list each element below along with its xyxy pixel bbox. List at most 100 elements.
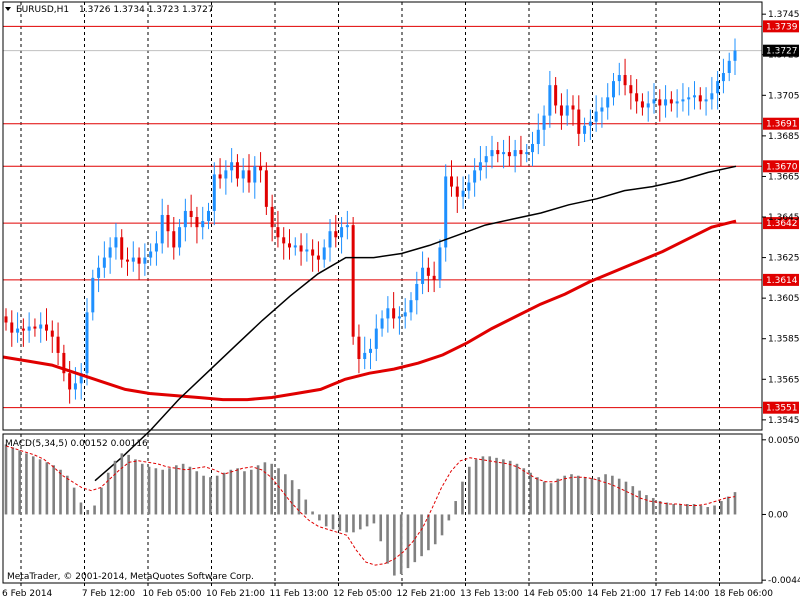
macd-bar xyxy=(222,472,226,515)
macd-bar xyxy=(583,477,587,515)
price-level-tag xyxy=(763,217,799,230)
candle-body xyxy=(496,150,500,155)
macd-bar xyxy=(181,463,185,515)
candle-body xyxy=(230,162,234,171)
macd-bar xyxy=(243,471,246,515)
macd-bar xyxy=(45,462,49,515)
candle-body xyxy=(68,373,72,390)
candle-body xyxy=(646,103,650,108)
macd-bar xyxy=(140,463,144,515)
candle-body xyxy=(259,166,263,171)
candle-body xyxy=(189,210,193,218)
macd-bar xyxy=(679,504,682,515)
candle-body xyxy=(461,190,465,197)
candle-body xyxy=(507,152,511,157)
horizontal-levels[interactable]: 1.3739 1.3691 1.3670 1.3642 1.3614 1.3551 1.37… xyxy=(3,20,799,414)
macd-bar xyxy=(386,514,389,564)
candle-body xyxy=(299,245,303,252)
candle-body xyxy=(698,95,702,102)
candle-body xyxy=(565,105,569,116)
candle-body xyxy=(450,176,453,187)
x-tick-label: 14 Feb 21:00 xyxy=(587,589,646,599)
candle-body xyxy=(10,322,14,333)
macd-bar xyxy=(433,514,437,545)
candle-body xyxy=(693,95,696,98)
candle-body xyxy=(172,231,176,248)
candle-body xyxy=(183,210,187,228)
candle-body xyxy=(73,383,77,390)
macd-bar xyxy=(488,456,492,515)
candle-body xyxy=(571,105,575,110)
candle-body xyxy=(704,99,708,102)
macd-window-frame xyxy=(2,433,763,584)
slow-moving-average xyxy=(2,219,737,402)
macd-bar xyxy=(536,477,539,515)
candle-body xyxy=(519,150,523,155)
candle-body xyxy=(131,257,135,262)
y-tick-label: 1.3545 xyxy=(768,416,800,426)
candle-body xyxy=(33,326,37,329)
macd-bar xyxy=(304,499,308,515)
candle-body xyxy=(241,170,245,179)
candle-body xyxy=(612,81,615,98)
macd-bar xyxy=(38,459,42,515)
macd-bar xyxy=(467,466,471,515)
candle-body xyxy=(316,255,320,260)
macd-bar xyxy=(79,502,83,515)
chart-ohlc: 1.3726 1.3734 1.3723 1.3727 xyxy=(79,5,214,15)
price-level-label: 1.3670 xyxy=(766,162,798,172)
price-level-label: 1.3551 xyxy=(766,404,798,414)
macd-bar xyxy=(4,444,8,515)
candle-body xyxy=(409,300,413,313)
candle-body xyxy=(536,129,540,144)
price-level-tag xyxy=(763,401,799,414)
macd-bar xyxy=(699,505,703,515)
main-window-frame xyxy=(2,1,763,431)
candle-body xyxy=(21,328,25,331)
macd-bar xyxy=(706,507,710,515)
candle-body xyxy=(363,352,367,360)
macd-bar xyxy=(93,505,96,515)
triangle-down-icon[interactable] xyxy=(5,7,11,11)
macd-bar xyxy=(393,514,396,576)
candle-body xyxy=(340,227,344,238)
macd-bar xyxy=(168,468,171,515)
candle-body xyxy=(397,316,401,319)
macd-bar xyxy=(563,475,566,515)
candle-body xyxy=(664,99,668,106)
macd-bar xyxy=(25,453,28,515)
candle-body xyxy=(386,308,390,319)
candle-body xyxy=(374,328,378,349)
candle-body xyxy=(126,259,129,262)
x-tick-label: 10 Feb 05:00 xyxy=(142,589,201,599)
candle-body xyxy=(559,105,563,116)
macd-y-tick-label: 0.00501 xyxy=(768,436,800,446)
macd-bar xyxy=(692,504,696,515)
candle-body xyxy=(403,312,407,317)
macd-signal-line xyxy=(5,445,736,566)
macd-bar xyxy=(195,471,199,515)
candle-body xyxy=(120,237,124,260)
macd-bar xyxy=(120,453,124,515)
candle-body xyxy=(392,308,396,319)
candle-body xyxy=(97,267,101,278)
candle-body xyxy=(531,143,534,153)
candle-body xyxy=(212,174,216,211)
candle-body xyxy=(276,227,280,238)
candle-body xyxy=(675,101,679,104)
x-tick-label: 18 Feb 06:00 xyxy=(714,589,773,599)
candle-body xyxy=(681,99,685,102)
macd-bar xyxy=(611,475,614,515)
price-level-label: 1.3739 xyxy=(766,22,798,32)
candle-body xyxy=(235,162,239,179)
candle-body xyxy=(421,267,425,284)
macd-bar xyxy=(59,469,62,515)
y-tick-label: 1.3645 xyxy=(768,213,800,223)
candle-body xyxy=(108,247,112,258)
candle-body xyxy=(328,231,332,248)
x-tick-label: 13 Feb 13:00 xyxy=(460,589,519,599)
macd-bar xyxy=(713,505,716,515)
candle-body xyxy=(195,217,199,228)
candle-body xyxy=(548,85,552,116)
